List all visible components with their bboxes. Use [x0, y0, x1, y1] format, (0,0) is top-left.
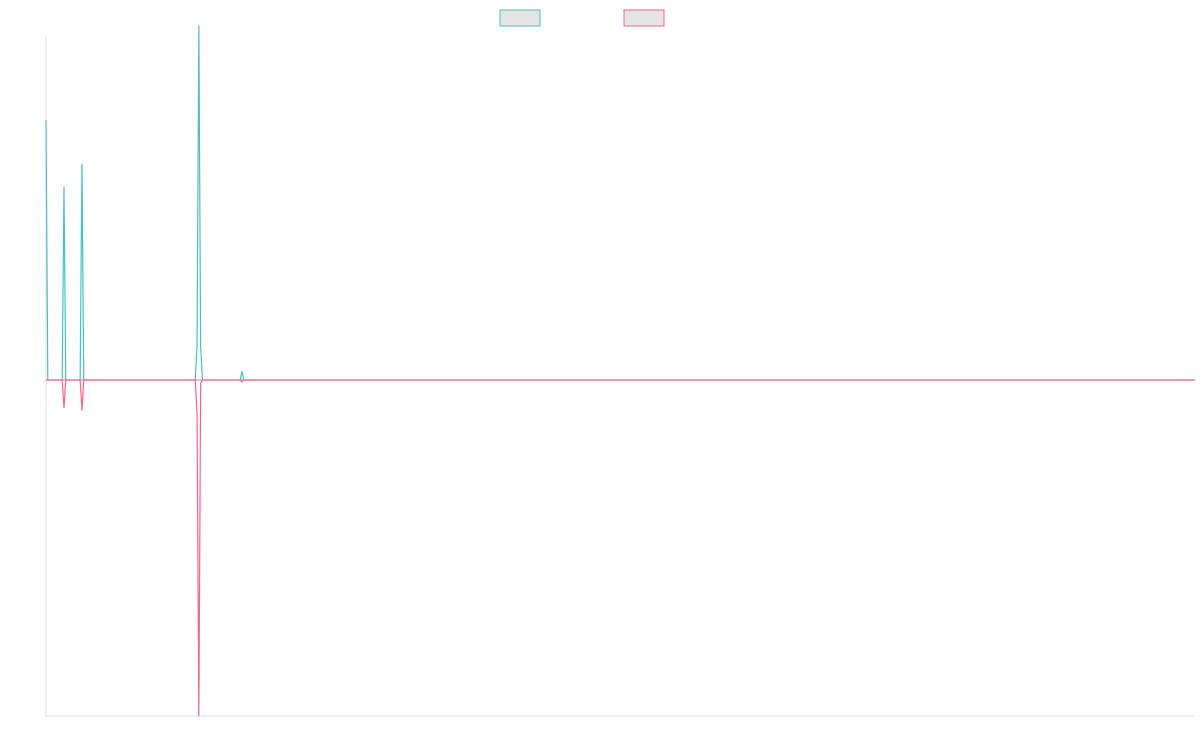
series-a-legend-swatch	[499, 9, 541, 27]
series-a-line	[45, 25, 1195, 381]
legend	[499, 9, 665, 27]
axes	[45, 36, 1195, 717]
series-layer	[45, 25, 1195, 717]
series-b-line	[46, 379, 1195, 717]
series-b-legend-swatch	[623, 9, 665, 27]
